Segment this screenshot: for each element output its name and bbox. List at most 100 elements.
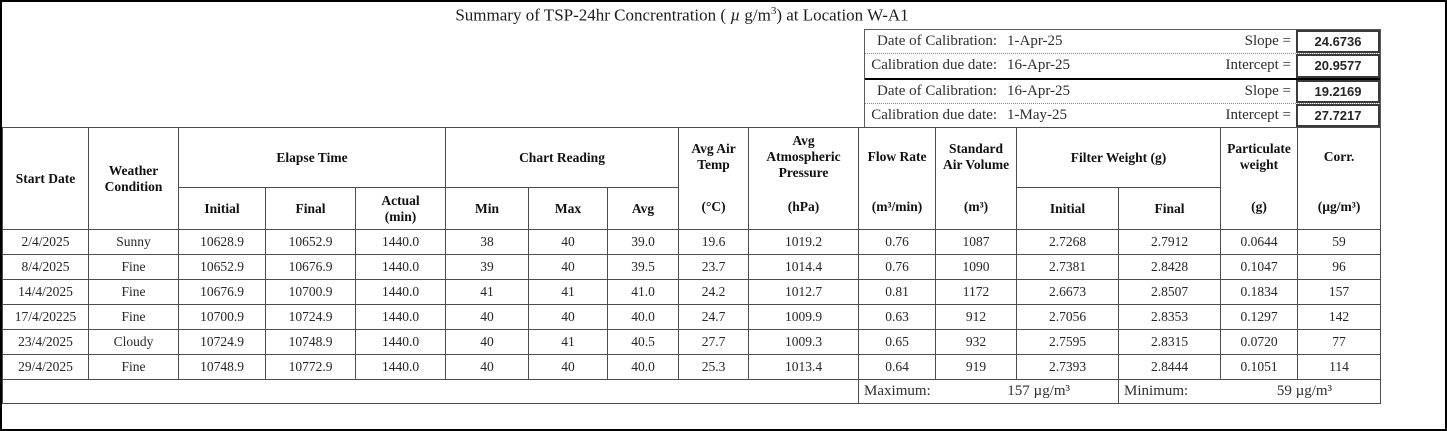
cell: 2.8353	[1118, 304, 1222, 330]
header-unit: (min)	[384, 208, 417, 224]
cell: Fine	[88, 354, 179, 380]
header-title: Particulate weight	[1227, 141, 1291, 172]
cell: 0.76	[858, 254, 937, 280]
header-stack: Particulate weight (g)	[1221, 129, 1297, 229]
header-stack: Standard Air Volume (m³)	[936, 129, 1016, 229]
col-group-filter-weight: Filter Weight (g)	[1016, 127, 1222, 188]
cell: 0.1047	[1220, 254, 1299, 280]
cell: 10700.9	[178, 304, 266, 330]
col-header-particulate-weight: Particulate weight (g)	[1220, 127, 1299, 230]
header-title: Actual	[381, 192, 420, 208]
col-header-corr: Corr. (µg/m³)	[1297, 127, 1382, 230]
cell: 0.64	[858, 354, 937, 380]
cell: 40.0	[606, 354, 680, 380]
cell: 41.0	[606, 279, 680, 305]
calibration-label: Calibration due date:	[871, 106, 997, 123]
calibration-row: Date of Calibration: 1-Apr-25 Slope = 24…	[865, 30, 1380, 55]
table-body: 2/4/2025 Sunny 10628.9 10652.9 1440.0 38 40 39.…	[2, 229, 1382, 380]
summary-maximum-cell: Maximum: 157 µg/m³	[858, 379, 1120, 404]
table-row: 2/4/2025 Sunny 10628.9 10652.9 1440.0 38 40 39.…	[2, 229, 1382, 255]
cell: Sunny	[88, 229, 179, 255]
cell: 40	[445, 304, 529, 330]
title-location: ) at Location W-A1	[776, 5, 909, 25]
cell: 39.0	[606, 229, 680, 255]
cell: 1019.2	[748, 229, 860, 255]
title-text: Summary of TSP-24hr Concrentration (	[455, 5, 731, 25]
cell: 1009.3	[748, 329, 860, 355]
cell: 1440.0	[355, 304, 446, 330]
col-header-avg-atmospheric-pressure: Avg Atmospheric Pressure (hPa)	[748, 127, 860, 230]
cell: 0.1051	[1220, 354, 1299, 380]
cell: 0.76	[858, 229, 937, 255]
sub-header-chart-avg: Avg	[606, 187, 680, 230]
cell: Fine	[88, 304, 179, 330]
calibration-label: Date of Calibration:	[877, 82, 997, 99]
sub-header-filter-final: Final	[1118, 187, 1222, 230]
cell: 2.7595	[1016, 329, 1120, 355]
cell: 24.2	[678, 279, 750, 305]
page-title: Summary of TSP-24hr Concrentration ( µ g…	[2, 5, 1362, 26]
calibration-label: Calibration due date:	[871, 57, 997, 74]
col-header-standard-air-volume: Standard Air Volume (m³)	[935, 127, 1018, 230]
cell: 2.7393	[1016, 354, 1120, 380]
cell: 2.8315	[1118, 329, 1222, 355]
cell: 10748.9	[265, 329, 356, 355]
cell: 2.8428	[1118, 254, 1222, 280]
header-stack: Avg Atmospheric Pressure (hPa)	[749, 129, 858, 229]
cell: 40	[445, 329, 529, 355]
title-unit: g/m	[740, 5, 771, 25]
cell: 2.7056	[1016, 304, 1120, 330]
header-stack: Avg Air Temp (°C)	[679, 129, 748, 229]
col-header-weather-condition: Weather Condition	[88, 127, 179, 230]
cell: 29/4/2025	[2, 354, 89, 380]
summary-max-value: 157 µg/m³	[1007, 383, 1071, 399]
calibration-date: 16-Apr-25	[1007, 57, 1071, 74]
calibration-row: Calibration due date: 1-May-25 Intercept…	[865, 103, 1380, 127]
slope-value-box: 24.6736	[1296, 30, 1380, 54]
cell: 38	[445, 229, 529, 255]
summary-minimum-wrap: Minimum: 59 µg/m³	[1119, 383, 1380, 400]
cell: 41	[445, 279, 529, 305]
cell: 8/4/2025	[2, 254, 89, 280]
summary-min-label: Minimum:	[1124, 383, 1189, 399]
cell: 2/4/2025	[2, 229, 89, 255]
header-unit: (°C)	[701, 199, 726, 214]
cell: 2.8507	[1118, 279, 1222, 305]
cell: 0.0644	[1220, 229, 1299, 255]
cell: 27.7	[678, 329, 750, 355]
summary-max-label: Maximum:	[864, 383, 931, 399]
header-unit: (hPa)	[787, 199, 820, 214]
cell: 40.0	[606, 304, 680, 330]
sub-header-elapse-initial: Initial	[178, 187, 266, 230]
calibration-label: Date of Calibration:	[877, 33, 997, 50]
header-unit: (m³/min)	[871, 199, 923, 214]
cell: 77	[1297, 329, 1382, 355]
cell: 1087	[935, 229, 1018, 255]
col-header-start-date: Start Date	[2, 127, 89, 230]
cell: 0.1297	[1220, 304, 1299, 330]
cell: 2.7268	[1016, 229, 1120, 255]
cell: 40	[528, 254, 608, 280]
header-stack: Flow Rate (m³/min)	[859, 129, 935, 229]
cell: 1440.0	[355, 329, 446, 355]
cell: 14/4/2025	[2, 279, 89, 305]
cell: 10652.9	[178, 254, 266, 280]
cell: 1440.0	[355, 354, 446, 380]
cell: 23/4/2025	[2, 329, 89, 355]
table-footer: Maximum: 157 µg/m³ Minimum: 59 µg/m³	[2, 379, 1382, 404]
cell: 10724.9	[178, 329, 266, 355]
calibration-date: 1-Apr-25	[1007, 33, 1063, 50]
calibration-date: 16-Apr-25	[1007, 82, 1071, 99]
cell: 10772.9	[265, 354, 356, 380]
table-header: Start Date Weather Condition Elapse Time…	[2, 127, 1382, 230]
cell: 932	[935, 329, 1018, 355]
cell: 1440.0	[355, 254, 446, 280]
cell: 17/4/20225	[2, 304, 89, 330]
tsp-summary-table: Start Date Weather Condition Elapse Time…	[2, 127, 1382, 404]
cell: 10700.9	[265, 279, 356, 305]
cell: 24.7	[678, 304, 750, 330]
sub-header-chart-max: Max	[528, 187, 608, 230]
cell: Fine	[88, 279, 179, 305]
title-mu-symbol: µ	[730, 5, 741, 25]
